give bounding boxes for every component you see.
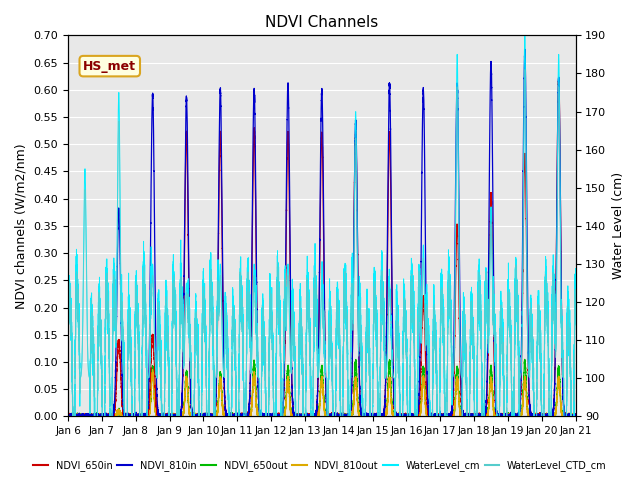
Title: NDVI Channels: NDVI Channels [265, 15, 378, 30]
Y-axis label: Water Level (cm): Water Level (cm) [612, 172, 625, 279]
Y-axis label: NDVI channels (W/m2/nm): NDVI channels (W/m2/nm) [15, 143, 28, 309]
Text: HS_met: HS_met [83, 60, 136, 72]
Legend: NDVI_650in, NDVI_810in, NDVI_650out, NDVI_810out, WaterLevel_cm, WaterLevel_CTD_: NDVI_650in, NDVI_810in, NDVI_650out, NDV… [29, 456, 611, 475]
